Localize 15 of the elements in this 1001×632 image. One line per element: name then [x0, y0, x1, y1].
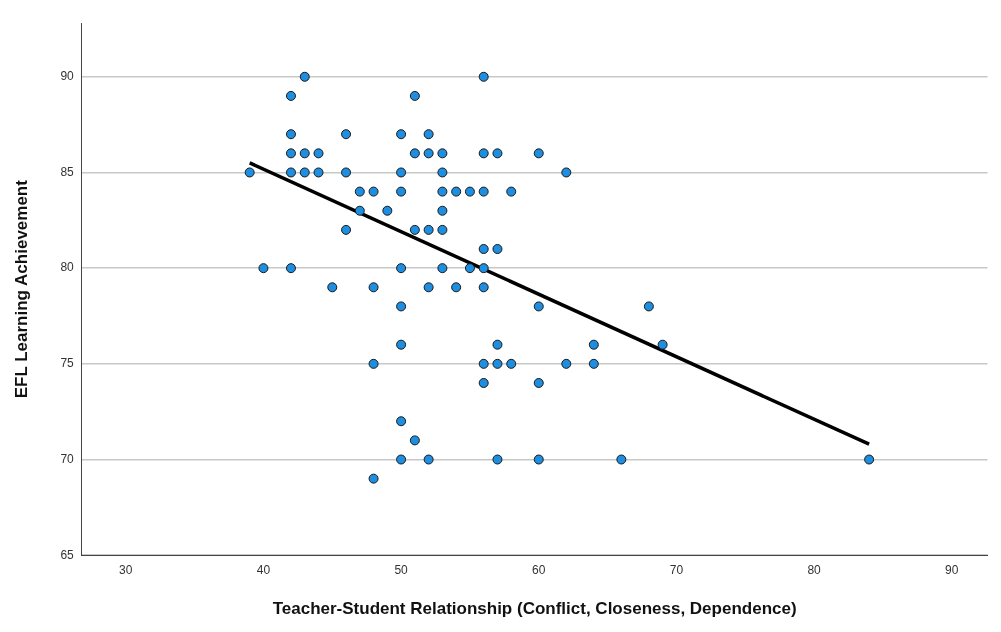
y-tick-label: 75 — [60, 356, 75, 371]
x-tick-label: 40 — [256, 562, 271, 577]
y-tick-label: 90 — [60, 69, 75, 84]
y-tick-label: 80 — [60, 260, 75, 275]
y-tick-label: 65 — [60, 547, 75, 562]
x-tick-label: 30 — [119, 562, 133, 577]
x-tick-label: 50 — [394, 562, 409, 577]
x-tick-label: 60 — [532, 562, 546, 577]
x-tick-label: 90 — [945, 562, 959, 577]
x-tick-label: 80 — [807, 562, 822, 577]
y-tick-label: 85 — [60, 164, 75, 179]
y-axis-title: EFL Learning Achievement — [11, 179, 31, 399]
x-tick-label: 70 — [669, 562, 684, 577]
x-axis-title: Teacher-Student Relationship (Conflict, Closeness, Dependence) — [272, 599, 797, 619]
y-tick-label: 70 — [60, 451, 75, 466]
